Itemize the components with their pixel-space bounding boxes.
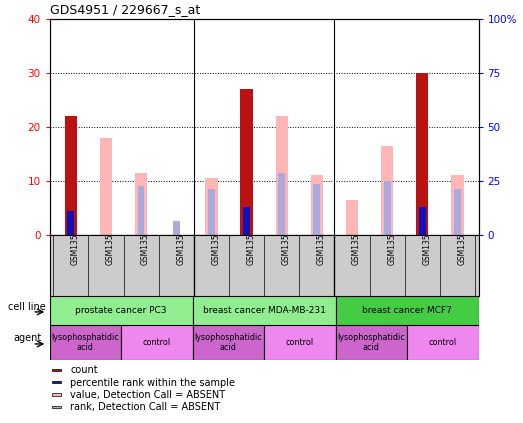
Text: agent: agent — [13, 333, 41, 343]
Bar — [50, 325, 121, 360]
Bar — [135, 173, 147, 235]
Bar — [454, 189, 461, 235]
Bar — [419, 207, 426, 235]
Bar — [407, 325, 479, 360]
Bar — [336, 296, 479, 325]
Bar — [451, 176, 463, 235]
Text: GSM1357973: GSM1357973 — [246, 214, 256, 265]
Text: GSM1357975: GSM1357975 — [458, 214, 467, 265]
Text: GSM1357971: GSM1357971 — [317, 214, 326, 265]
Text: GSM1357976: GSM1357976 — [352, 214, 361, 265]
Text: value, Detection Call = ABSENT: value, Detection Call = ABSENT — [70, 390, 225, 400]
Bar — [100, 137, 112, 235]
Text: GDS4951 / 229667_s_at: GDS4951 / 229667_s_at — [50, 3, 200, 16]
Text: cell line: cell line — [8, 302, 46, 312]
Text: GSM1357981: GSM1357981 — [106, 214, 115, 265]
Text: control: control — [143, 338, 171, 347]
Text: GSM1357977: GSM1357977 — [387, 214, 396, 265]
Bar — [336, 325, 407, 360]
Text: rank, Detection Call = ABSENT: rank, Detection Call = ABSENT — [70, 402, 221, 412]
Bar — [52, 382, 61, 383]
Bar — [243, 207, 250, 235]
Text: GSM1357979: GSM1357979 — [176, 214, 185, 265]
Text: lysophosphatidic
acid: lysophosphatidic acid — [195, 332, 262, 352]
Bar — [205, 178, 218, 235]
Text: percentile rank within the sample: percentile rank within the sample — [70, 378, 235, 387]
Text: GSM1357978: GSM1357978 — [141, 214, 150, 265]
Text: GSM1357974: GSM1357974 — [422, 214, 431, 265]
Bar — [346, 200, 358, 235]
Text: control: control — [429, 338, 457, 347]
Bar — [208, 189, 215, 235]
Bar — [121, 325, 192, 360]
Bar — [381, 146, 393, 235]
Text: control: control — [286, 338, 314, 347]
Bar — [311, 176, 323, 235]
Text: GSM1357970: GSM1357970 — [282, 214, 291, 265]
Text: count: count — [70, 365, 98, 376]
Bar — [65, 116, 77, 235]
Bar — [50, 296, 192, 325]
Bar — [192, 296, 336, 325]
Bar — [138, 186, 144, 235]
Bar — [416, 73, 428, 235]
Bar — [67, 211, 74, 235]
Bar — [192, 325, 264, 360]
Bar — [241, 89, 253, 235]
Bar — [173, 221, 179, 235]
Text: GSM1357980: GSM1357980 — [71, 214, 80, 265]
Bar — [313, 184, 320, 235]
Bar — [264, 325, 336, 360]
Bar — [384, 181, 391, 235]
Text: breast cancer MCF7: breast cancer MCF7 — [362, 306, 452, 315]
Text: lysophosphatidic
acid: lysophosphatidic acid — [337, 332, 405, 352]
Text: GSM1357972: GSM1357972 — [211, 214, 220, 265]
Bar — [52, 393, 61, 396]
Bar — [278, 173, 285, 235]
Bar — [276, 116, 288, 235]
Text: lysophosphatidic
acid: lysophosphatidic acid — [52, 332, 119, 352]
Bar — [52, 406, 61, 408]
Text: prostate cancer PC3: prostate cancer PC3 — [75, 306, 167, 315]
Text: breast cancer MDA-MB-231: breast cancer MDA-MB-231 — [203, 306, 325, 315]
Bar — [52, 369, 61, 371]
